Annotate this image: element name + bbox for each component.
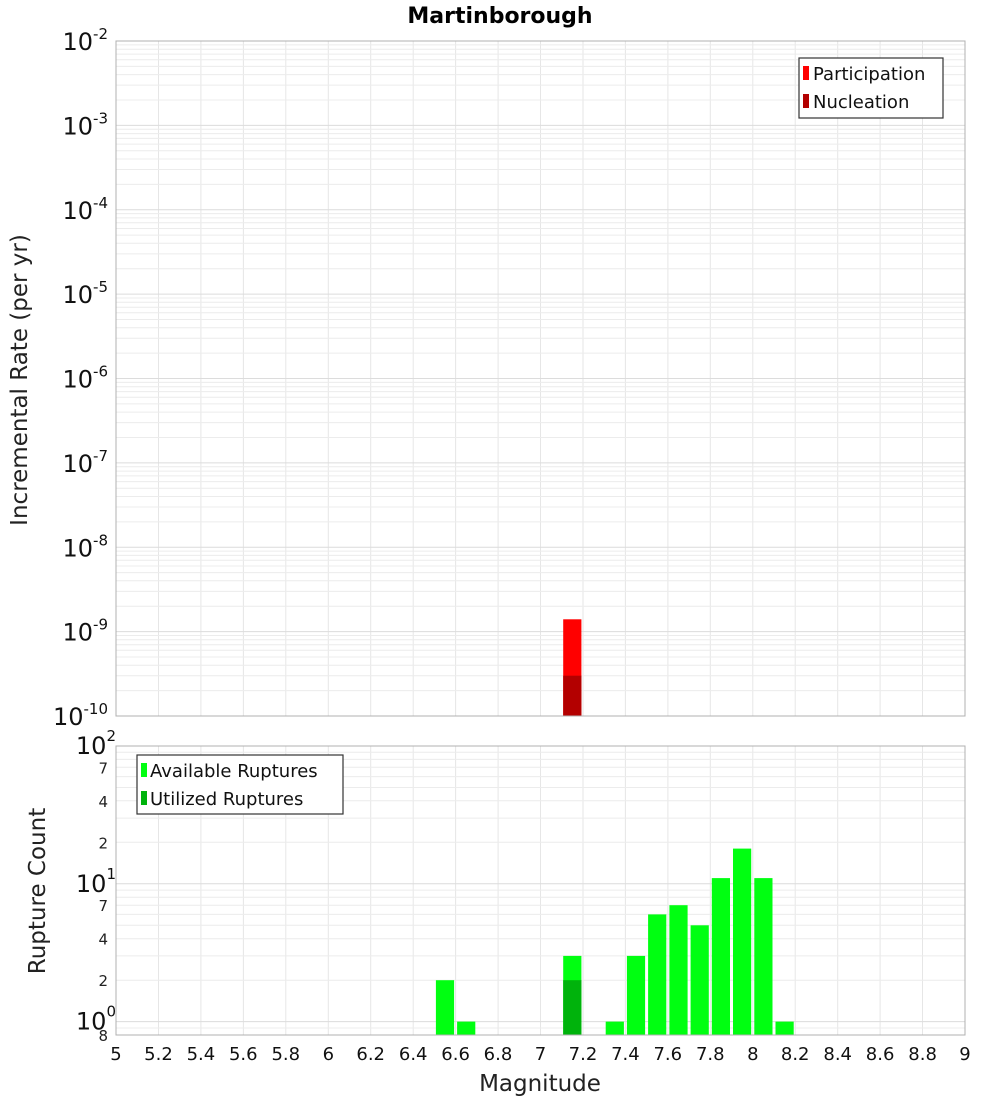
count-bar-available-ruptures: [436, 980, 454, 1035]
count-bar-available-ruptures: [712, 878, 730, 1035]
legend-label-available-ruptures: Available Ruptures: [150, 761, 318, 782]
bottom-y-axis-ticks: 102 101 100 7 4 2 7 4 2 8: [76, 727, 116, 1045]
y-tick-label: 10-3: [62, 109, 108, 140]
count-bar-utilized-ruptures: [563, 980, 581, 1035]
x-tick-label: 7: [535, 1044, 546, 1065]
x-tick-label: 5.8: [271, 1044, 300, 1065]
y-tick-label: 10-7: [62, 447, 108, 478]
x-tick-label: 5: [110, 1044, 121, 1065]
legend-swatch-available-ruptures: [141, 763, 147, 777]
y-minor-tick-label: 4: [98, 793, 108, 811]
x-tick-label: 5.6: [229, 1044, 258, 1065]
y-tick-label: 10-4: [62, 194, 108, 225]
legend-label-participation: Participation: [813, 64, 925, 85]
count-bar-available-ruptures: [457, 1022, 475, 1035]
y-tick-label: 100: [76, 1003, 116, 1036]
x-tick-label: 6.2: [356, 1044, 385, 1065]
x-tick-label: 7.4: [611, 1044, 640, 1065]
top-y-axis-ticks: 10-2 10-3 10-4 10-5 10-6 10-7 10-8 10-9 10-10: [53, 25, 108, 731]
legend-swatch-utilized-ruptures: [141, 791, 147, 805]
top-plot-bars: [563, 619, 581, 716]
legend-label-utilized-ruptures: Utilized Ruptures: [150, 789, 303, 810]
x-tick-label: 6.4: [399, 1044, 428, 1065]
y-tick-label: 10-10: [53, 700, 108, 731]
y-tick-label: 10-8: [62, 531, 108, 562]
legend-swatch-participation: [803, 66, 809, 80]
x-tick-label: 8: [747, 1044, 758, 1065]
x-tick-label: 8.6: [866, 1044, 895, 1065]
count-bar-available-ruptures: [733, 849, 751, 1035]
count-bar-available-ruptures: [754, 878, 772, 1035]
count-bar-available-ruptures: [627, 956, 645, 1035]
bottom-legend: Available Ruptures Utilized Ruptures: [137, 755, 343, 814]
x-axis-label: Magnitude: [479, 1071, 601, 1097]
rate-bar-nucleation: [563, 676, 581, 716]
x-axis-ticks: 5 5.2 5.4 5.6 5.8 6 6.2 6.4 6.6 6.8 7 7.2 7.4 7.6 7.8 8…: [110, 1044, 970, 1065]
top-plot-grid: [116, 41, 965, 716]
y-minor-tick-label: 7: [98, 897, 108, 915]
x-tick-label: 6.8: [484, 1044, 513, 1065]
x-tick-label: 8.2: [781, 1044, 810, 1065]
bottom-y-axis-label: Rupture Count: [25, 808, 51, 974]
count-bar-available-ruptures: [648, 914, 666, 1035]
x-tick-label: 9: [959, 1044, 970, 1065]
y-minor-tick-label: 2: [98, 834, 108, 852]
count-bar-available-ruptures: [669, 905, 687, 1035]
top-y-axis-label: Incremental Rate (per yr): [7, 234, 33, 526]
x-tick-label: 5.2: [144, 1044, 173, 1065]
y-tick-label: 102: [76, 727, 116, 760]
y-minor-tick-label: 8: [98, 1027, 108, 1045]
x-tick-label: 8.4: [823, 1044, 852, 1065]
y-minor-tick-label: 2: [98, 972, 108, 990]
legend-label-nucleation: Nucleation: [813, 92, 909, 113]
x-tick-label: 6.6: [441, 1044, 470, 1065]
y-tick-label: 10-9: [62, 616, 108, 647]
y-minor-tick-label: 4: [98, 931, 108, 949]
x-tick-label: 7.2: [569, 1044, 598, 1065]
top-legend: Participation Nucleation: [799, 58, 943, 118]
x-tick-label: 5.4: [187, 1044, 216, 1065]
y-minor-tick-label: 7: [98, 759, 108, 777]
count-bar-available-ruptures: [606, 1022, 624, 1035]
count-bar-available-ruptures: [776, 1022, 794, 1035]
y-tick-label: 10-5: [62, 278, 108, 309]
chart-title: Martinborough: [407, 4, 592, 29]
x-tick-label: 8.8: [908, 1044, 937, 1065]
y-tick-label: 10-6: [62, 363, 108, 394]
x-tick-label: 7.6: [653, 1044, 682, 1065]
y-tick-label: 10-2: [62, 25, 108, 56]
y-tick-label: 101: [76, 865, 116, 898]
x-tick-label: 6: [323, 1044, 334, 1065]
legend-swatch-nucleation: [803, 94, 809, 108]
count-bar-available-ruptures: [691, 925, 709, 1035]
x-tick-label: 7.8: [696, 1044, 725, 1065]
